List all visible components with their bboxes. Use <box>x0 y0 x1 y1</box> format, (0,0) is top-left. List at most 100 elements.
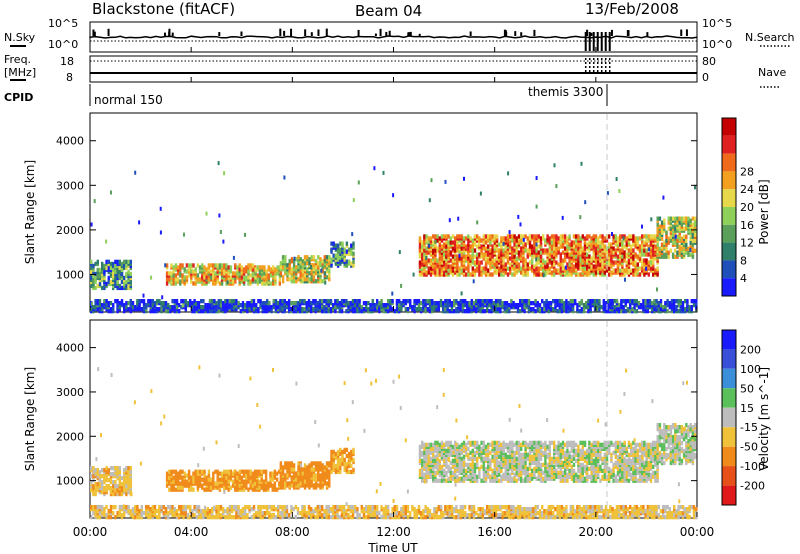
heatmap-cell <box>685 250 688 255</box>
heatmap-cell <box>213 299 216 304</box>
heatmap-cell <box>145 303 148 308</box>
heatmap-cell <box>471 238 474 243</box>
heatmap-cell <box>462 242 466 247</box>
heatmap-cell <box>508 230 511 235</box>
heatmap-cell <box>685 220 688 225</box>
heatmap-cell <box>334 467 338 473</box>
heatmap-cell <box>268 307 271 312</box>
heatmap-cell <box>625 236 628 241</box>
heatmap-cell <box>94 305 97 310</box>
heatmap-cell <box>478 472 481 477</box>
heatmap-cell <box>183 483 186 488</box>
heatmap-cell <box>550 234 554 239</box>
heatmap-cell <box>458 460 461 465</box>
heatmap-cell <box>555 252 558 257</box>
heatmap-cell <box>270 309 273 314</box>
heatmap-cell <box>425 458 428 463</box>
heatmap-cell <box>290 279 294 284</box>
heatmap-cell <box>279 475 283 480</box>
heatmap-cell <box>633 309 636 314</box>
heatmap-cell <box>236 487 239 492</box>
heatmap-cell <box>614 234 617 239</box>
heatmap-cell <box>314 477 318 482</box>
heatmap-cell <box>112 480 115 485</box>
heatmap-cell <box>532 301 535 306</box>
heatmap-cell <box>223 263 226 268</box>
heatmap-cell <box>332 465 335 471</box>
heatmap-cell <box>185 275 189 280</box>
heatmap-cell <box>251 477 255 482</box>
heatmap-cell <box>689 240 692 245</box>
heatmap-cell <box>681 301 685 306</box>
heatmap-cell <box>96 299 99 304</box>
heatmap-cell <box>90 222 93 227</box>
heatmap-cell <box>425 238 428 243</box>
heatmap-cell <box>345 241 349 246</box>
heatmap-cell <box>458 234 461 239</box>
heatmap-cell <box>533 264 536 269</box>
heatmap-cell <box>649 248 653 253</box>
heatmap-cell <box>317 255 320 260</box>
heatmap-cell <box>642 299 645 304</box>
heatmap-cell <box>252 303 256 308</box>
nave-label: Nave <box>758 66 786 79</box>
heatmap-cell <box>570 266 573 271</box>
heatmap-cell <box>451 458 455 463</box>
heatmap-cell <box>345 299 348 304</box>
heatmap-cell <box>491 234 494 239</box>
heatmap-cell <box>504 236 507 241</box>
heatmap-cell <box>494 307 498 312</box>
heatmap-cell <box>98 281 102 287</box>
heatmap-cell <box>391 299 394 304</box>
heatmap-cell <box>190 475 193 480</box>
heatmap-cell <box>482 234 485 239</box>
heatmap-cell <box>116 269 119 275</box>
heatmap-cell <box>550 270 554 275</box>
heatmap-cell <box>240 469 244 474</box>
heatmap-cell <box>510 299 513 304</box>
heatmap-cell <box>649 266 653 271</box>
heatmap-cell <box>418 444 422 449</box>
heatmap-cell <box>330 247 333 252</box>
heatmap-cell <box>480 464 483 469</box>
heatmap-cell <box>238 267 241 272</box>
heatmap-cell <box>634 260 637 265</box>
heatmap-cell <box>489 272 492 277</box>
heatmap-cell <box>575 254 578 259</box>
heatmap-cell <box>479 303 482 308</box>
heatmap-cell <box>631 307 634 312</box>
heatmap-cell <box>498 248 501 253</box>
heatmap-cell <box>207 469 211 474</box>
heatmap-cell <box>418 236 422 241</box>
heatmap-cell <box>281 465 285 470</box>
heatmap-cell <box>460 442 463 447</box>
heatmap-cell <box>224 303 227 308</box>
heatmap-cell <box>336 465 340 471</box>
heatmap-cell <box>253 475 257 480</box>
heatmap-cell <box>546 258 549 263</box>
heatmap-cell <box>101 269 104 275</box>
heatmap-cell <box>341 241 344 246</box>
heatmap-cell <box>321 477 324 482</box>
heatmap-cell <box>638 248 642 253</box>
heatmap-cell <box>176 277 180 282</box>
heatmap-cell <box>257 299 260 304</box>
heatmap-cell <box>427 458 430 463</box>
heatmap-cell <box>451 258 455 263</box>
heatmap-cell <box>376 299 379 304</box>
heatmap-cell <box>391 291 394 296</box>
heatmap-cell <box>242 479 246 484</box>
heatmap-cell <box>592 264 595 269</box>
heatmap-cell <box>580 161 583 166</box>
heatmap-cell <box>620 309 623 314</box>
heatmap-cell <box>432 458 435 463</box>
heatmap-cell <box>299 305 302 310</box>
heatmap-cell <box>568 258 571 263</box>
heatmap-cell <box>360 305 363 310</box>
heatmap-cell <box>427 474 430 479</box>
heatmap-cell <box>436 238 439 243</box>
heatmap-cell <box>608 260 611 265</box>
heatmap-cell <box>594 270 598 275</box>
heatmap-cell <box>482 246 485 251</box>
heatmap-cell <box>120 486 124 491</box>
